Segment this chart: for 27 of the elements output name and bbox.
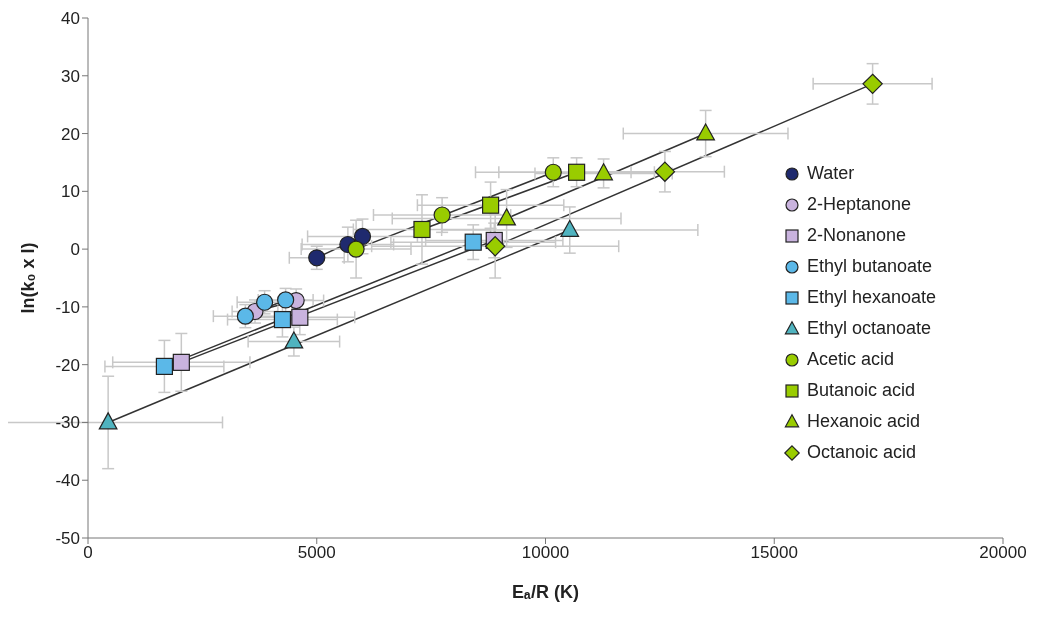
legend-label: Acetic acid <box>807 348 895 371</box>
x-tick-label: 10000 <box>521 543 570 563</box>
y-tick-label: 30 <box>61 66 80 86</box>
x-tick-label: 20000 <box>979 543 1027 563</box>
legend-label: Ethyl hexanoate <box>807 286 937 309</box>
legend-label: Hexanoic acid <box>807 410 921 433</box>
y-axis-title: ln(k₀ x l) <box>18 242 39 314</box>
legend-label: 2-Nonanone <box>807 224 907 247</box>
x-tick-label: 5000 <box>297 543 336 563</box>
x-tick-label: 0 <box>83 543 93 563</box>
legend-label: Butanoic acid <box>807 379 916 402</box>
x-tick-label: 15000 <box>750 543 798 563</box>
legend-label: 2-Heptanone <box>807 193 912 216</box>
y-tick-label: -20 <box>55 355 80 375</box>
y-tick-label: -50 <box>55 529 80 549</box>
legend-label: Octanoic acid <box>807 441 917 464</box>
legend-label: Ethyl octanoate <box>807 317 932 340</box>
y-tick-label: 0 <box>70 240 80 260</box>
y-tick-label: 10 <box>61 182 80 202</box>
y-tick-label: -30 <box>55 413 80 433</box>
legend-label: Ethyl butanoate <box>807 255 933 278</box>
y-tick-label: -40 <box>55 471 80 491</box>
x-axis-title: Eₐ/R (K) <box>512 582 579 602</box>
y-tick-label: 40 <box>61 9 80 29</box>
legend-label: Water <box>807 162 855 185</box>
y-tick-label: 20 <box>61 124 80 144</box>
y-tick-label: -10 <box>55 297 80 317</box>
